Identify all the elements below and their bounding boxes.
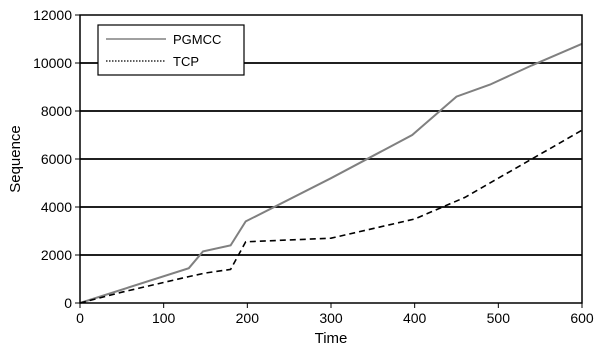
y-ticks: 0 2000 4000 6000 8000 10000 12000 [33, 7, 80, 311]
y-tick-label: 10000 [33, 55, 72, 71]
series-line-pgmcc [79, 42, 583, 304]
legend: PGMCC TCP [97, 24, 245, 76]
y-tick-label: 12000 [33, 7, 72, 23]
x-tick-label: 300 [319, 310, 343, 326]
x-tick-label: 500 [487, 310, 511, 326]
y-tick-label: 8000 [41, 103, 72, 119]
legend-label-tcp: TCP [173, 54, 199, 69]
y-tick-label: 2000 [41, 247, 72, 263]
y-tick-label: 6000 [41, 151, 72, 167]
y-tick-label: 0 [64, 295, 72, 311]
plot-frame [79, 14, 583, 304]
y-tick-label: 4000 [41, 199, 72, 215]
x-tick-label: 0 [76, 310, 84, 326]
legend-label-pgmcc: PGMCC [173, 32, 221, 47]
series-line-tcp [79, 129, 583, 304]
x-tick-label: 600 [570, 310, 594, 326]
x-tick-label: 200 [236, 310, 260, 326]
x-ticks: 0 100 200 300 400 500 600 [76, 303, 594, 326]
x-axis-title: Time [315, 330, 348, 347]
grid-lines [80, 62, 582, 256]
x-tick-label: 400 [403, 310, 427, 326]
series-lines [79, 42, 583, 304]
x-tick-label: 100 [152, 310, 176, 326]
legend-box [97, 24, 245, 76]
y-axis-title: Sequence [7, 125, 24, 193]
